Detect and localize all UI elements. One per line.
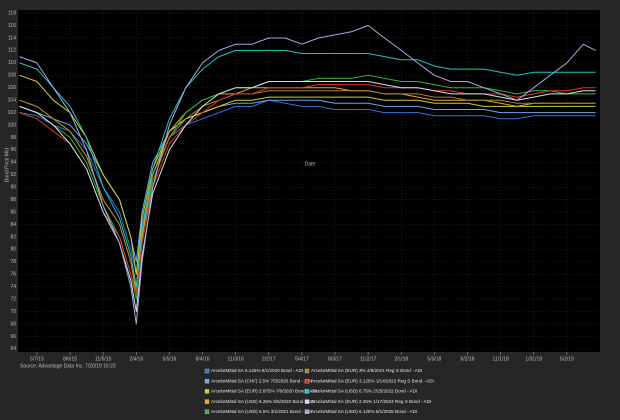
y-tick-label: 92 — [10, 172, 16, 178]
y-tick-label: 118 — [8, 10, 16, 16]
y-tick-label: 88 — [10, 197, 16, 203]
y-tick-label: 64 — [10, 346, 16, 352]
legend-label: ArcelorMittal SA (USD) 5.5% 3/1/2021 Bon… — [211, 409, 312, 414]
legend-swatch — [204, 368, 210, 374]
y-axis-label: Bond Price Mid — [4, 148, 10, 182]
x-tick-label: 5/5/16 — [162, 356, 176, 362]
legend-label: ArcelorMittal SA (USD) 6.75% 2/25/2022 B… — [311, 389, 417, 394]
y-tick-label: 114 — [8, 35, 16, 41]
x-tick-label: 2/4/16 — [129, 356, 143, 362]
y-tick-label: 98 — [10, 135, 16, 141]
series-line — [19, 74, 596, 275]
x-tick-label: 5/2/19 — [560, 356, 574, 362]
y-tick-label: 70 — [10, 309, 16, 315]
y-tick-label: 72 — [10, 296, 16, 302]
y-tick-label: 66 — [10, 334, 16, 340]
plot-area — [18, 10, 600, 352]
series-line — [19, 84, 596, 294]
legend-swatch — [304, 379, 310, 384]
legend-swatch — [304, 409, 310, 414]
legend-swatch — [204, 409, 210, 414]
x-tick-label: 5/4/17 — [295, 356, 309, 362]
y-tick-label: 74 — [10, 284, 16, 290]
x-tick-label: 2/1/18 — [394, 356, 408, 362]
y-tick-label: 86 — [10, 209, 16, 215]
legend-swatch — [304, 399, 310, 404]
x-tick-label: 1/31/19 — [525, 356, 542, 362]
x-tick-label: 11/1/18 — [492, 356, 509, 362]
y-tick-label: 106 — [8, 85, 17, 91]
x-tick-label: 11/5/15 — [95, 356, 112, 362]
series-line — [19, 25, 596, 325]
y-tick-label: 100 — [8, 122, 17, 128]
y-tick-label: 116 — [8, 23, 16, 29]
legend-label: ArcelorMittal SA (EUR) 3% 4/9/2021 Reg S… — [311, 368, 422, 373]
series-line — [19, 99, 596, 275]
y-tick-label: 68 — [10, 321, 16, 327]
y-tick-label: 96 — [10, 147, 16, 153]
source-note: Source: Advantage Data Inc. 7/20/19 16:2… — [20, 363, 116, 369]
series-line — [19, 49, 596, 288]
legend-label: ArcelorMittal SA (USD) 6.125% 6/1/2025 B… — [311, 409, 417, 414]
x-tick-label: 11/2/17 — [360, 356, 377, 362]
y-tick-label: 94 — [10, 160, 16, 166]
x-tick-label: 8/6/15 — [63, 356, 77, 362]
y-tick-label: 112 — [8, 48, 16, 54]
legend-label: ArcelorMittal SA (USD) 6.25% 8/5/2020 Bo… — [211, 399, 315, 404]
x-axis-label: Date — [305, 161, 316, 167]
legend-swatch — [304, 389, 310, 394]
legend-label: ArcelorMittal SA (CHF) 2.5% 7/3/2020 Bon… — [211, 378, 312, 383]
y-tick-label: 90 — [10, 185, 16, 191]
legend-swatch — [304, 368, 310, 374]
x-tick-label: 8/4/16 — [196, 356, 210, 362]
legend-swatch — [204, 379, 210, 384]
x-tick-label: 8/3/17 — [328, 356, 342, 362]
y-tick-label: 108 — [8, 73, 17, 79]
legend-label: ArcelorMittal SA (EUR) 3.125% 1/14/2022 … — [311, 378, 434, 383]
y-tick-label: 110 — [8, 60, 16, 66]
legend-label: ArcelorMittal SA 5.125% 6/1/2020 Bond - … — [211, 368, 303, 373]
y-tick-label: 80 — [10, 247, 16, 253]
y-tick-label: 84 — [10, 222, 16, 228]
x-tick-label: 5/3/18 — [427, 356, 441, 362]
legend-label: ArcelorMittal SA (EUR) 2.25% 1/17/2024 R… — [311, 399, 431, 404]
y-tick-label: 102 — [8, 110, 17, 116]
series-line — [19, 90, 596, 288]
x-tick-label: 2/2/17 — [262, 356, 276, 362]
legend-swatch — [204, 389, 210, 394]
legend-label: ArcelorMittal SA (EUR) 2.875% 7/6/2020 B… — [211, 389, 317, 394]
y-tick-label: 76 — [10, 272, 16, 278]
y-tick-label: 78 — [10, 259, 16, 265]
y-tick-label: 82 — [10, 234, 16, 240]
x-tick-label: 5/7/15 — [30, 356, 44, 362]
y-tick-label: 104 — [8, 97, 17, 103]
legend-swatch — [204, 399, 210, 404]
x-tick-label: 8/2/18 — [461, 356, 475, 362]
x-tick-label: 11/3/16 — [228, 356, 245, 362]
